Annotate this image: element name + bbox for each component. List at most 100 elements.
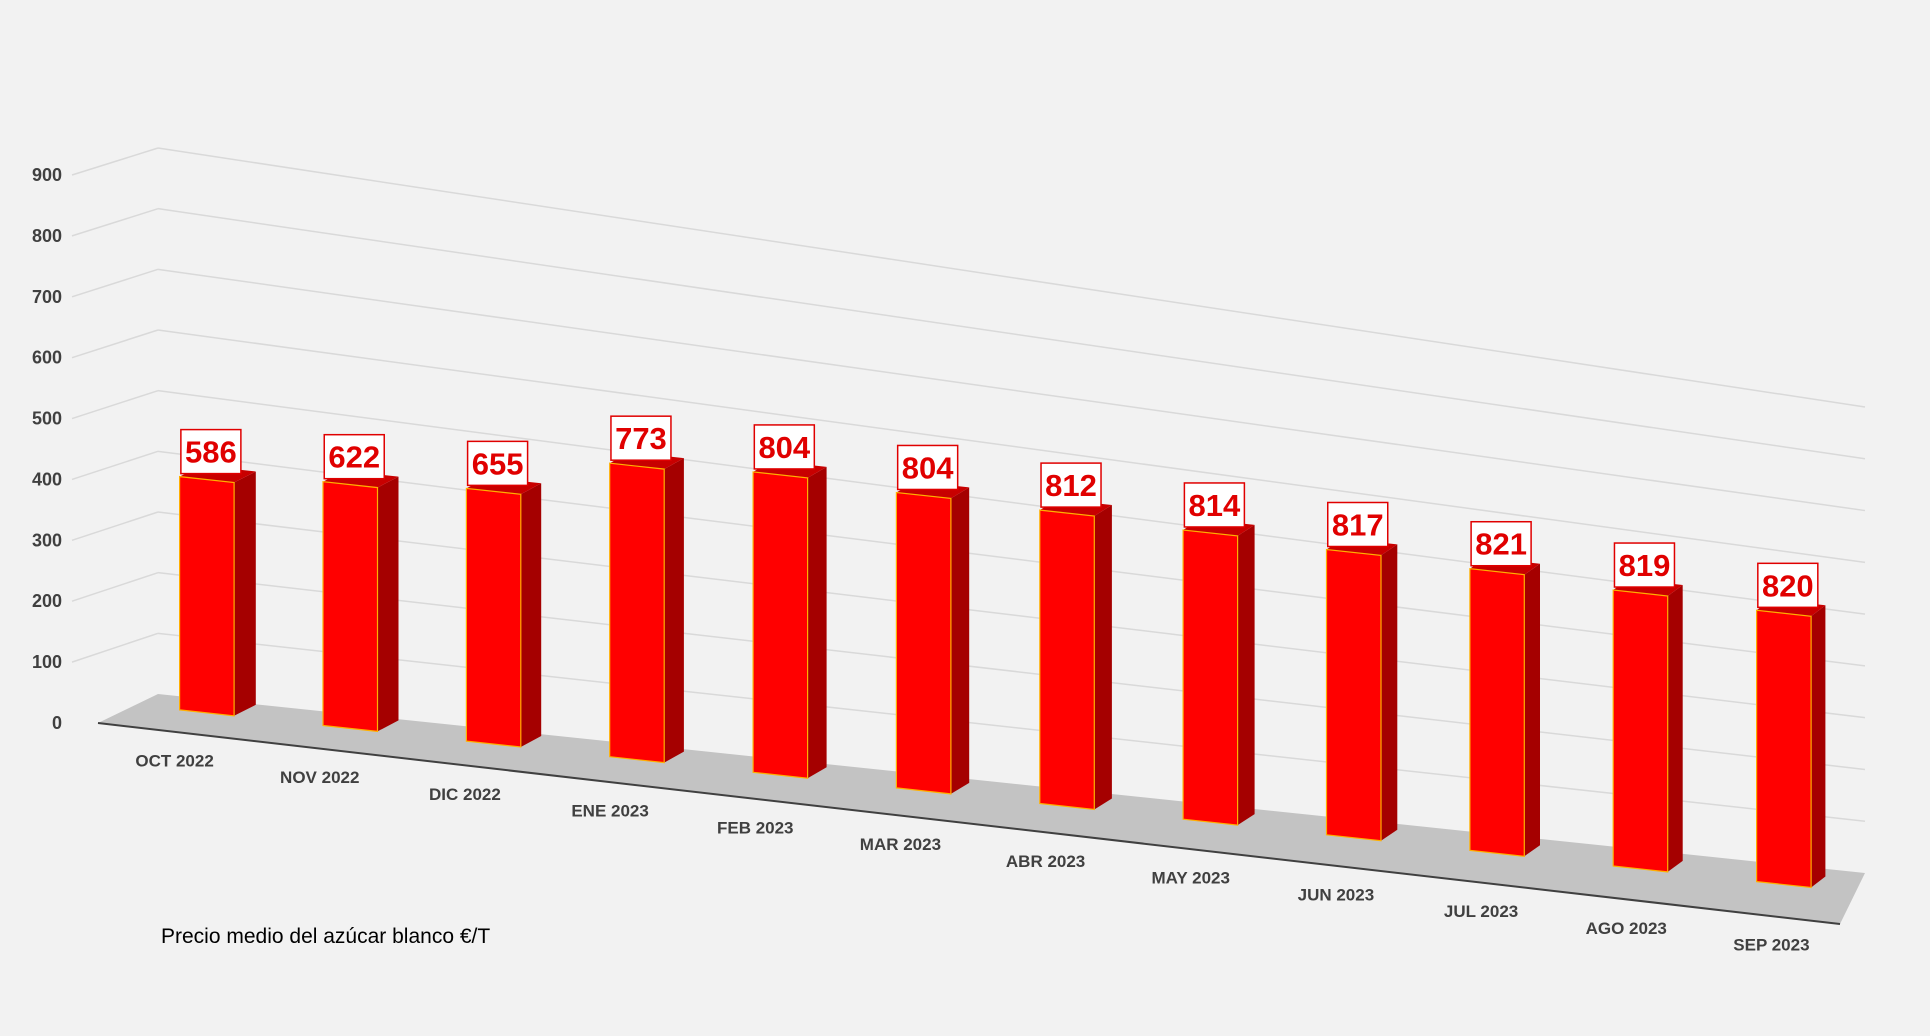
data-label-text: 622 [328, 440, 380, 475]
bar-front [895, 491, 952, 795]
bar-side [1094, 505, 1112, 810]
data-label-text: 817 [1332, 507, 1384, 542]
y-tick-label: 800 [32, 226, 62, 246]
bar-jul-2023 [1469, 557, 1540, 857]
bar-side [1381, 544, 1398, 841]
bar-front [465, 487, 522, 748]
y-tick-label: 300 [32, 530, 62, 550]
bar-abr-2023 [1039, 499, 1112, 811]
gridline-700 [157, 268, 1866, 512]
bar-front [322, 481, 379, 733]
data-label-box [896, 444, 959, 491]
bar-sep-2023 [1755, 599, 1826, 889]
x-axis-line [97, 722, 1841, 925]
data-label-text: 586 [185, 435, 237, 470]
data-label-box [1757, 562, 1819, 609]
data-label-text: 821 [1475, 527, 1527, 562]
data-label-may-2023: 814 [1183, 482, 1246, 528]
bar-dic-2022 [465, 477, 542, 748]
gridline-side-800 [71, 207, 159, 237]
bar-side [520, 483, 542, 747]
gridline-800 [157, 207, 1866, 460]
bar-front [1612, 589, 1669, 873]
gridline-side-500 [71, 389, 159, 420]
data-label-box [1470, 520, 1532, 567]
data-label-box [753, 424, 816, 470]
data-label-feb-2023: 804 [753, 424, 816, 470]
bar-front [752, 471, 809, 779]
y-tick-label: 600 [32, 348, 62, 368]
x-tick-label: FEB 2023 [717, 818, 794, 837]
y-tick-label: 0 [52, 713, 62, 733]
gridline-side-100 [71, 632, 159, 663]
chart-floor [97, 694, 1865, 925]
bar-ene-2023 [609, 452, 684, 764]
bar-side [1524, 563, 1540, 857]
y-tick-label: 700 [32, 287, 62, 307]
data-label-text: 804 [902, 450, 954, 485]
gridline-side-300 [71, 511, 159, 542]
data-label-oct-2022: 586 [180, 428, 242, 475]
data-label-nov-2022: 622 [323, 433, 385, 480]
bar-oct-2022 [179, 465, 256, 717]
bar-front [1182, 529, 1239, 826]
data-label-box [323, 433, 385, 480]
chart-caption: Precio medio del azúcar blanco €/T [161, 925, 490, 948]
data-label-box [1183, 482, 1246, 528]
bar-front [1325, 548, 1382, 842]
bar-nov-2022 [322, 470, 399, 733]
data-label-jun-2023: 817 [1326, 501, 1389, 548]
x-tick-label: ABR 2023 [1006, 852, 1085, 871]
bar-side [377, 476, 399, 732]
x-axis: OCT 2022 NOV 2022 DIC 2022 ENE 2023 FEB 2023… [135, 751, 1809, 954]
gridline-side-600 [71, 329, 159, 359]
bars [179, 452, 1826, 889]
gridline-200 [157, 571, 1866, 771]
x-tick-label: OCT 2022 [135, 751, 213, 770]
gridline-side-400 [71, 450, 159, 481]
bar-front [1755, 609, 1812, 889]
x-tick-label: SEP 2023 [1733, 936, 1809, 955]
gridline-side-700 [71, 268, 159, 298]
data-label-box [180, 428, 242, 475]
floor-plane [98, 694, 1865, 924]
bar-jun-2023 [1325, 538, 1398, 842]
bar-ago-2023 [1612, 579, 1683, 873]
x-tick-label: MAY 2023 [1152, 869, 1230, 888]
gridline-side-200 [71, 571, 159, 602]
data-label-ago-2023: 819 [1613, 542, 1676, 588]
bar-front [1469, 568, 1525, 857]
bar-side [950, 487, 970, 794]
gridline-900 [157, 147, 1866, 408]
data-label-ene-2023: 773 [610, 415, 672, 461]
bar-front [179, 475, 235, 717]
bar-side [234, 471, 256, 716]
gridline-100 [157, 632, 1866, 822]
bar-feb-2023 [752, 460, 827, 779]
gridline-500 [157, 389, 1866, 615]
x-tick-label: ENE 2023 [571, 802, 649, 821]
data-label-text: 814 [1189, 488, 1241, 523]
data-label-box [1040, 462, 1102, 508]
bar-side [1811, 605, 1826, 888]
x-tick-label: NOV 2022 [280, 768, 359, 787]
bar-front [609, 462, 665, 764]
data-label-text: 773 [615, 421, 667, 456]
bar-side [807, 466, 827, 779]
data-label-jul-2023: 821 [1470, 520, 1532, 567]
bar-side [1237, 524, 1255, 826]
data-labels: 586 622 655 773 804 804 812 814 817 821 819 820 [180, 415, 1819, 609]
x-tick-label: DIC 2022 [429, 785, 501, 804]
bar-may-2023 [1182, 519, 1255, 826]
x-tick-label: AGO 2023 [1586, 919, 1667, 938]
gridline-side-900 [71, 147, 159, 176]
gridline-400 [157, 450, 1866, 667]
data-label-text: 804 [758, 430, 810, 465]
y-tick-label: 400 [32, 469, 62, 489]
y-axis: 0 100 200 300 400 500 600 700 800 900 [32, 165, 62, 733]
data-label-abr-2023: 812 [1040, 462, 1102, 508]
data-label-sep-2023: 820 [1757, 562, 1819, 609]
bar-side [1667, 585, 1683, 872]
bar-side [664, 458, 684, 763]
